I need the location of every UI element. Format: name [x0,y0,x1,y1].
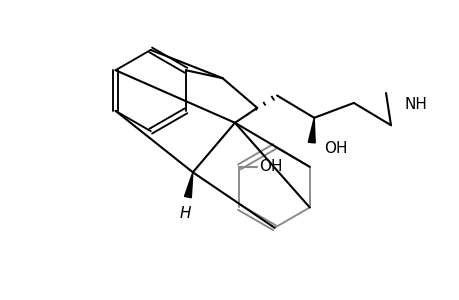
Polygon shape [184,172,192,198]
Text: OH: OH [259,159,282,174]
Polygon shape [308,118,314,143]
Text: OH: OH [324,141,347,156]
Text: NH: NH [404,97,427,112]
Text: H: H [179,206,191,221]
